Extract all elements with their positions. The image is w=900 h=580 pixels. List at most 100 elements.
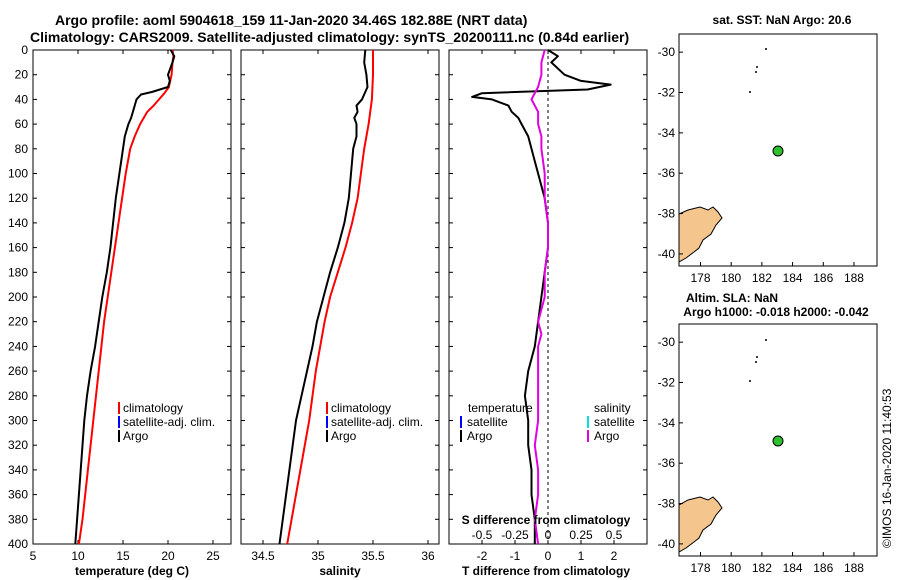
- header-line-1: Argo profile: aoml 5904618_159 11-Jan-20…: [55, 12, 527, 28]
- sla-map-island: [755, 361, 757, 363]
- salinity-legend: climatology satellite-adj. clim. Argo: [326, 401, 423, 443]
- sst-map-island: [765, 48, 767, 50]
- sla-map-title-2: Argo h1000: -0.018 h2000: -0.042: [683, 305, 869, 319]
- sla-lon-tick-label: 184: [783, 561, 803, 575]
- sst-map-island: [749, 91, 751, 93]
- legend-satellite-adj-label: satellite-adj. clim.: [123, 415, 215, 429]
- legend-argo-label: Argo: [123, 429, 149, 443]
- map-axes: -30 -32 -34 -36 -38 -40 178 180 182 184 186 188 -30 -…: [658, 45, 865, 575]
- x-tick-label: 34.5: [251, 549, 275, 563]
- sst-lon-tick-label: 184: [783, 271, 803, 285]
- depth-tick-label: 220: [8, 315, 28, 329]
- x-tick-label: 20: [161, 549, 175, 563]
- sla-lon-tick-label: 186: [813, 561, 833, 575]
- depth-tick-label: 120: [8, 191, 28, 205]
- x-tick-label: 15: [116, 549, 130, 563]
- legend-s-satellite-label: satellite: [594, 415, 635, 429]
- s-difference-tick-label: -0.5: [472, 528, 493, 542]
- sla-lat-tick-label: -40: [658, 537, 676, 551]
- sst-map: [678, 33, 878, 267]
- series-line-climatology: [286, 50, 374, 545]
- sla-lat-tick-label: -34: [658, 416, 676, 430]
- difference-legend: temperature satellite Argo salinity sate…: [460, 401, 635, 443]
- temperature-axis-label: temperature (deg C): [75, 564, 189, 578]
- s-difference-tick-label: 0: [545, 528, 552, 542]
- depth-tick-label: 100: [8, 167, 28, 181]
- depth-tick-label: 320: [8, 438, 28, 452]
- sla-map-argo-location-marker: [772, 435, 784, 447]
- series-line-argo-salinity: [530, 49, 549, 545]
- sst-lon-tick-label: 182: [752, 271, 772, 285]
- x-tick-label: 36: [421, 549, 435, 563]
- legend-satellite-adj-label: satellite-adj. clim.: [331, 415, 423, 429]
- t-difference-axis-label: T difference from climatology: [462, 564, 630, 578]
- legend-salinity-heading: salinity: [594, 401, 631, 415]
- series-line-climatology: [77, 49, 175, 545]
- depth-tick-label: 180: [8, 265, 28, 279]
- depth-tick-label: 60: [15, 117, 29, 131]
- sla-map-island: [749, 380, 751, 382]
- sla-map-island: [765, 339, 767, 341]
- depth-tick-label: 160: [8, 241, 28, 255]
- sst-lat-tick-label: -36: [658, 166, 676, 180]
- series-line-argo: [278, 49, 369, 545]
- x-tick-label: 1: [578, 549, 585, 563]
- sla-lat-tick-label: -30: [658, 335, 676, 349]
- sla-map-landmass: [678, 496, 723, 553]
- salinity-plot: 34.5 35 35.5 36: [251, 49, 435, 563]
- depth-tick-label: 80: [15, 142, 29, 156]
- depth-tick-label: 200: [8, 290, 28, 304]
- x-tick-label: 5: [30, 549, 37, 563]
- sla-lon-tick-label: 178: [690, 561, 710, 575]
- depth-tick-label: 240: [8, 339, 28, 353]
- x-tick-label: 10: [71, 549, 85, 563]
- x-tick-label: -2: [477, 549, 488, 563]
- x-tick-label: 35.5: [361, 549, 385, 563]
- sst-lat-tick-label: -38: [658, 207, 676, 221]
- sst-lon-tick-label: 180: [721, 271, 741, 285]
- legend-temperature-heading: temperature: [468, 401, 533, 415]
- sst-lon-tick-label: 178: [690, 271, 710, 285]
- depth-tick-label: 0: [21, 43, 28, 57]
- sla-lon-tick-label: 188: [844, 561, 864, 575]
- depth-tick-label: 300: [8, 414, 28, 428]
- depth-tick-label: 400: [8, 537, 28, 551]
- sst-lat-tick-label: -30: [658, 45, 676, 59]
- sst-lat-tick-label: -32: [658, 86, 676, 100]
- x-tick-label: -1: [510, 549, 521, 563]
- x-tick-label: 25: [206, 549, 220, 563]
- legend-s-argo-label: Argo: [594, 429, 620, 443]
- x-tick-label: 35: [311, 549, 325, 563]
- sla-lon-tick-label: 180: [721, 561, 741, 575]
- depth-tick-label: 140: [8, 216, 28, 230]
- sla-lat-tick-label: -36: [658, 456, 676, 470]
- depth-tick-label: 380: [8, 512, 28, 526]
- sst-lat-tick-label: -34: [658, 126, 676, 140]
- sla-lat-tick-label: -38: [658, 497, 676, 511]
- depth-tick-label: 260: [8, 364, 28, 378]
- temperature-panel-frame: [32, 49, 232, 545]
- series-line-argo-temperature: [471, 49, 612, 544]
- sst-map-island: [755, 71, 757, 73]
- sla-map-island: [756, 356, 758, 358]
- sla-lat-tick-label: -32: [658, 376, 676, 390]
- depth-tick-label: 40: [15, 92, 29, 106]
- header-line-2: Climatology: CARS2009. Satellite-adjuste…: [30, 29, 629, 45]
- legend-t-satellite-label: satellite: [467, 415, 508, 429]
- sst-map-landmass: [678, 206, 723, 263]
- sst-map-island: [756, 66, 758, 68]
- temperature-plot: 5 10 15 20 25: [30, 49, 220, 563]
- s-difference-tick-label: 0.5: [606, 528, 623, 542]
- salinity-panel-frame: [240, 49, 440, 545]
- series-line-argo: [74, 49, 176, 545]
- difference-plot: -2 -1 0 1 2 -0.5 -0.25 0 0.25 0.5: [471, 49, 623, 563]
- legend-argo-label: Argo: [331, 429, 357, 443]
- temperature-legend: climatology satellite-adj. clim. Argo: [118, 401, 215, 443]
- x-tick-label: 2: [611, 549, 618, 563]
- depth-tick-label: 360: [8, 488, 28, 502]
- x-tick-label: 0: [545, 549, 552, 563]
- legend-climatology-label: climatology: [331, 401, 391, 415]
- sla-lon-tick-label: 182: [752, 561, 772, 575]
- legend-t-argo-label: Argo: [467, 429, 493, 443]
